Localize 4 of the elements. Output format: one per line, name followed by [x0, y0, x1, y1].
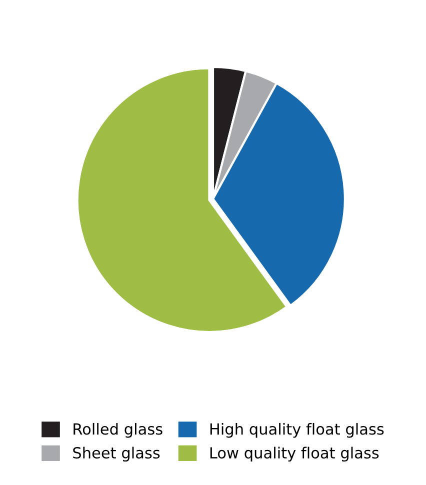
legend-label: Rolled glass [74, 422, 162, 438]
legend-label: Sheet glass [73, 446, 160, 462]
legend-label: Low quality float glass [210, 446, 379, 462]
legend-label: High quality float glass [210, 422, 384, 438]
